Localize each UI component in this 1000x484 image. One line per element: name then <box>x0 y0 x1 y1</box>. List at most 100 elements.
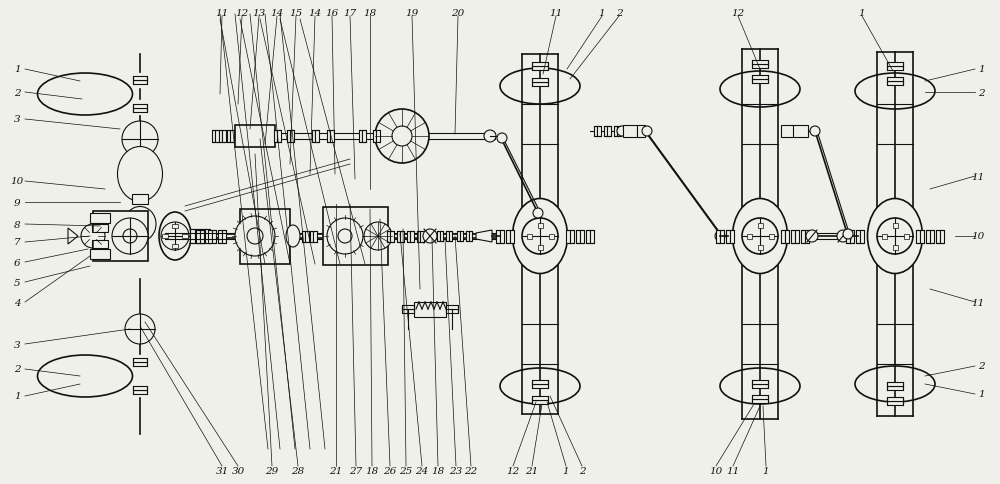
Text: 5: 5 <box>14 278 21 287</box>
Bar <box>726 230 730 243</box>
Circle shape <box>617 127 627 136</box>
Text: 1: 1 <box>599 9 605 17</box>
Bar <box>607 127 610 136</box>
Bar <box>887 63 903 67</box>
Circle shape <box>484 131 496 143</box>
Bar <box>132 195 148 205</box>
Bar <box>302 231 305 242</box>
Text: 14: 14 <box>270 9 284 17</box>
Circle shape <box>125 314 155 344</box>
Bar <box>576 230 580 243</box>
Text: 30: 30 <box>231 467 245 475</box>
Bar <box>205 229 210 243</box>
Bar <box>312 131 315 143</box>
Bar <box>240 209 290 264</box>
Text: 14: 14 <box>308 9 322 17</box>
Text: 2: 2 <box>579 467 585 475</box>
Bar <box>548 234 554 239</box>
Bar <box>195 229 200 243</box>
Bar <box>752 380 768 384</box>
Text: 28: 28 <box>291 467 305 475</box>
Bar <box>586 230 590 243</box>
Bar <box>362 131 366 143</box>
Text: 2: 2 <box>978 88 985 97</box>
Circle shape <box>364 223 392 251</box>
Bar <box>277 131 281 143</box>
Text: 11: 11 <box>549 9 563 17</box>
Bar <box>752 384 768 388</box>
Ellipse shape <box>500 368 580 404</box>
Bar <box>758 245 763 250</box>
Text: 1: 1 <box>859 9 865 17</box>
Circle shape <box>247 228 263 244</box>
Bar <box>580 230 584 243</box>
Bar <box>219 131 222 143</box>
Circle shape <box>338 229 352 243</box>
Bar <box>466 231 469 242</box>
Bar <box>887 397 903 401</box>
Bar <box>500 230 504 243</box>
Bar <box>887 386 903 390</box>
Bar <box>781 126 793 138</box>
Bar <box>510 230 514 243</box>
Bar <box>532 384 548 388</box>
Bar <box>604 127 607 136</box>
Text: 18: 18 <box>363 9 377 17</box>
Text: 24: 24 <box>415 467 429 475</box>
Circle shape <box>235 216 275 257</box>
Bar <box>446 231 449 242</box>
Bar <box>920 230 924 243</box>
Circle shape <box>161 223 189 251</box>
Bar <box>376 131 380 143</box>
Text: 3: 3 <box>14 115 21 124</box>
Text: 12: 12 <box>506 467 520 475</box>
Bar <box>330 131 334 143</box>
Circle shape <box>81 225 105 248</box>
Bar <box>882 234 887 239</box>
Bar <box>532 63 548 67</box>
Bar <box>887 67 903 71</box>
Bar <box>390 231 394 242</box>
Bar <box>420 231 424 242</box>
Text: 21: 21 <box>525 467 539 475</box>
Bar <box>791 230 795 243</box>
Text: 27: 27 <box>349 467 363 475</box>
Text: 11: 11 <box>972 172 985 181</box>
Polygon shape <box>476 230 492 242</box>
Text: 10: 10 <box>10 177 23 186</box>
Bar <box>532 83 548 87</box>
Bar <box>196 230 200 243</box>
Bar <box>752 80 768 84</box>
Bar <box>926 230 930 243</box>
Bar <box>506 230 510 243</box>
Bar <box>752 65 768 69</box>
Text: 10: 10 <box>709 467 723 475</box>
Bar <box>410 231 414 242</box>
Bar <box>235 126 275 148</box>
Bar <box>936 230 940 243</box>
Bar <box>614 127 617 136</box>
Bar <box>133 358 147 362</box>
Text: 23: 23 <box>449 467 463 475</box>
Ellipse shape <box>159 212 191 260</box>
Bar <box>904 234 908 239</box>
Text: 1: 1 <box>14 392 21 401</box>
Bar <box>752 61 768 65</box>
Bar <box>566 230 570 243</box>
Circle shape <box>327 219 363 255</box>
Bar <box>746 234 752 239</box>
Bar <box>93 212 148 261</box>
Bar <box>414 302 446 317</box>
Bar <box>446 305 458 309</box>
Circle shape <box>533 209 543 219</box>
Circle shape <box>642 127 652 136</box>
Bar <box>460 231 463 242</box>
Bar <box>218 230 222 243</box>
Bar <box>387 231 390 242</box>
Bar <box>172 244 178 248</box>
Ellipse shape <box>720 72 800 108</box>
Ellipse shape <box>286 226 300 247</box>
Bar <box>860 230 864 243</box>
Bar <box>940 230 944 243</box>
Text: 1: 1 <box>763 467 769 475</box>
